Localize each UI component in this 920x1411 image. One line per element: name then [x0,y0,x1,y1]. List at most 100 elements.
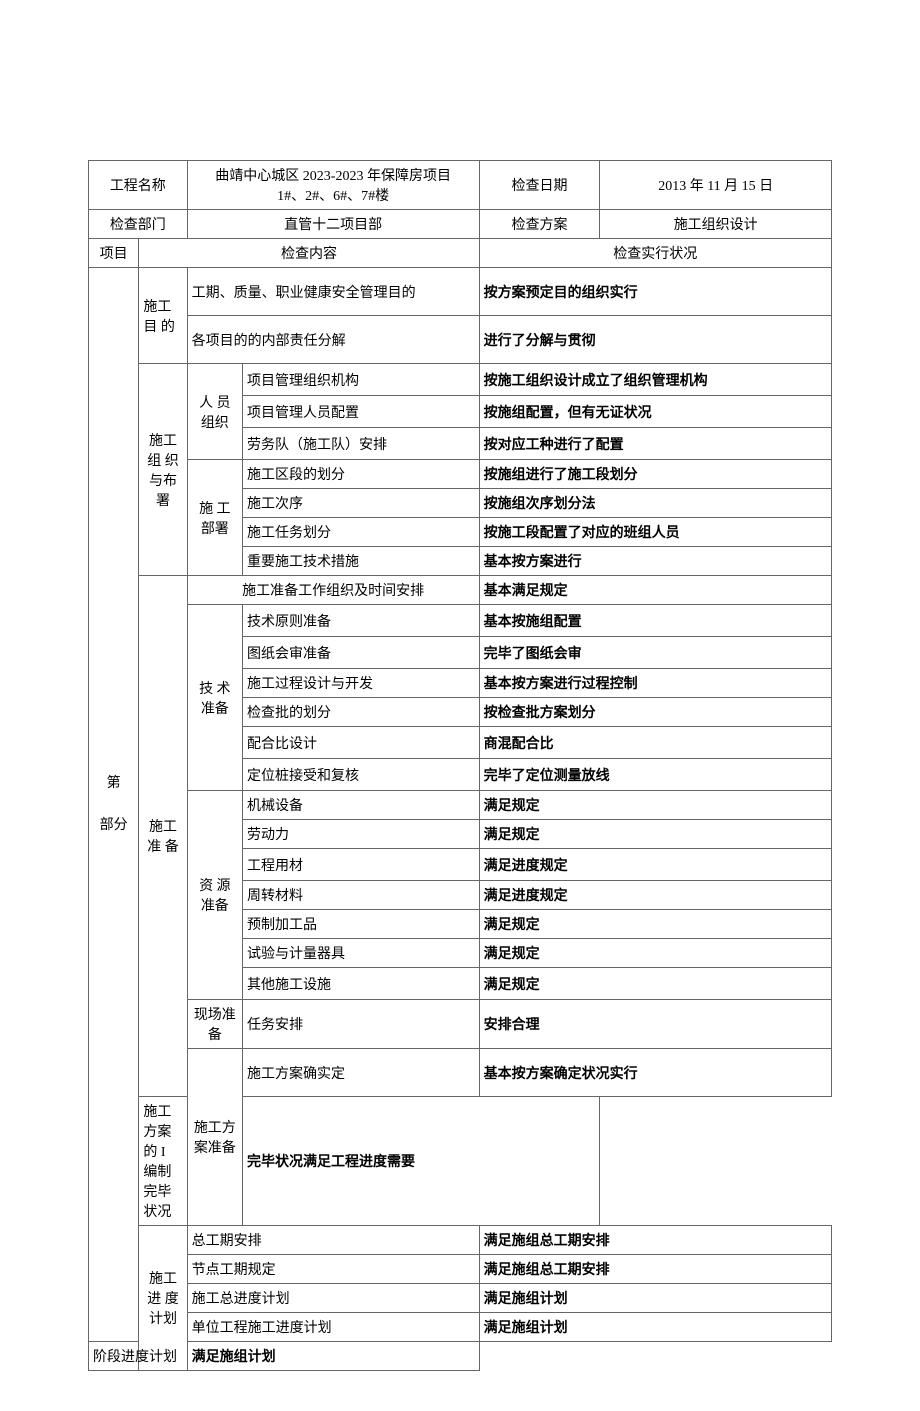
subsection-label: 施工组 织与布 署 [139,364,187,576]
content-cell: 施工过程设计与开发 [243,669,480,698]
content-cell: 劳务队（施工队）安排 [243,428,480,460]
status-cell: 按施组进行了施工段划分 [479,460,831,489]
check-content-label: 检查内容 [139,239,479,268]
check-plan-value: 施工组织设计 [600,210,832,239]
content-cell: 节点工期规定 [187,1255,479,1284]
table-row: 施工准 备 施工准备工作组织及时间安排 基本满足规定 [89,576,832,605]
status-cell: 进行了分解与贯彻 [479,316,831,364]
status-cell: 满足施组总工期安排 [479,1255,831,1284]
table-row: 各项目的的内部责任分解 进行了分解与贯彻 [89,316,832,364]
subsub-label: 技 术 准备 [187,605,242,791]
content-cell: 机械设备 [243,791,480,820]
status-cell: 按施工段配置了对应的班组人员 [479,518,831,547]
content-cell: 施工方案确实定 [243,1049,480,1097]
content-cell: 预制加工品 [243,910,480,939]
status-cell: 完毕了定位测量放线 [479,759,831,791]
header-row-3: 项目 检查内容 检查实行状况 [89,239,832,268]
content-cell: 任务安排 [243,1000,480,1049]
content-cell: 重要施工技术措施 [243,547,480,576]
content-cell: 周转材料 [243,881,480,910]
table-row: 施工方 案准备 施工方案确实定 基本按方案确定状况实行 [89,1049,832,1097]
project-name-label: 工程名称 [89,161,188,210]
check-dept-label: 检查部门 [89,210,188,239]
content-cell: 图纸会审准备 [243,637,480,669]
table-row: 施工总进度计划 满足施组计划 [89,1284,832,1313]
status-cell: 满足规定 [479,910,831,939]
header-row-1: 工程名称 曲靖中心城区 2023-2023 年保障房项目 1#、2#、6#、7#… [89,161,832,210]
header-row-2: 检查部门 直管十二项目部 检查方案 施工组织设计 [89,210,832,239]
content-cell: 施工次序 [243,489,480,518]
content-cell: 施工任务划分 [243,518,480,547]
content-cell: 工期、质量、职业健康安全管理目的 [187,268,479,316]
content-cell: 项目管理人员配置 [243,396,480,428]
content-cell: 劳动力 [243,820,480,849]
status-cell: 完毕了图纸会审 [479,637,831,669]
content-cell: 单位工程施工进度计划 [187,1313,479,1342]
status-cell: 基本满足规定 [479,576,831,605]
table-row: 技 术 准备 技术原则准备 基本按施组配置 [89,605,832,637]
subsub-label: 资 源 准备 [187,791,242,1000]
table-row: 资 源 准备 机械设备 满足规定 [89,791,832,820]
table-row: 第 部分 施工目 的 工期、质量、职业健康安全管理目的 按方案预定目的组织实行 [89,268,832,316]
content-cell: 其他施工设施 [243,968,480,1000]
project-name-value: 曲靖中心城区 2023-2023 年保障房项目 1#、2#、6#、7#楼 [187,161,479,210]
check-status-label: 检查实行状况 [479,239,831,268]
item-label: 项目 [89,239,139,268]
content-cell: 检查批的划分 [243,698,480,727]
table-row: 单位工程施工进度计划 满足施组计划 [89,1313,832,1342]
status-cell: 按施工组织设计成立了组织管理机构 [479,364,831,396]
status-cell: 基本按方案确定状况实行 [479,1049,831,1097]
status-cell: 满足施组总工期安排 [479,1226,831,1255]
content-cell: 阶段进度计划 [89,1342,188,1371]
content-cell: 技术原则准备 [243,605,480,637]
content-cell: 施工准备工作组织及时间安排 [187,576,479,605]
status-cell: 满足施组计划 [479,1313,831,1342]
status-cell: 满足进度规定 [479,849,831,881]
status-cell: 满足规定 [479,791,831,820]
content-cell: 试验与计量器具 [243,939,480,968]
check-dept-value: 直管十二项目部 [187,210,479,239]
status-cell: 按方案预定目的组织实行 [479,268,831,316]
subsub-label: 现场准 备 [187,1000,242,1049]
table-row: 现场准 备 任务安排 安排合理 [89,1000,832,1049]
status-cell: 按对应工种进行了配置 [479,428,831,460]
content-cell: 定位桩接受和复核 [243,759,480,791]
status-cell: 按施组次序划分法 [479,489,831,518]
status-cell: 按检查批方案划分 [479,698,831,727]
table-row: 施工组 织与布 署 人 员 组织 项目管理组织机构 按施工组织设计成立了组织管理… [89,364,832,396]
status-cell: 满足规定 [479,939,831,968]
status-cell: 安排合理 [479,1000,831,1049]
inspection-table: 工程名称 曲靖中心城区 2023-2023 年保障房项目 1#、2#、6#、7#… [88,160,832,1371]
status-cell: 满足规定 [479,968,831,1000]
content-cell: 施工方案的 I 编制完毕状况 [139,1097,187,1226]
table-row: 阶段进度计划 满足施组计划 [89,1342,832,1371]
content-cell: 配合比设计 [243,727,480,759]
content-cell: 施工总进度计划 [187,1284,479,1313]
table-row: 施 工 部署 施工区段的划分 按施组进行了施工段划分 [89,460,832,489]
subsub-label: 施工方 案准备 [187,1049,242,1226]
status-cell: 基本按施组配置 [479,605,831,637]
status-cell: 满足施组计划 [479,1284,831,1313]
content-cell: 工程用材 [243,849,480,881]
subsection-label: 施工准 备 [139,576,187,1097]
check-plan-label: 检查方案 [479,210,600,239]
status-cell: 按施组配置，但有无证状况 [479,396,831,428]
subsub-label: 施 工 部署 [187,460,242,576]
content-cell: 总工期安排 [187,1226,479,1255]
status-cell: 完毕状况满足工程进度需要 [243,1097,600,1226]
subsub-label: 人 员 组织 [187,364,242,460]
status-cell: 基本按方案进行过程控制 [479,669,831,698]
section-label: 第 部分 [89,268,139,1342]
table-row: 施工进 度计划 总工期安排 满足施组总工期安排 [89,1226,832,1255]
content-cell: 各项目的的内部责任分解 [187,316,479,364]
content-cell: 施工区段的划分 [243,460,480,489]
status-cell: 商混配合比 [479,727,831,759]
check-date-label: 检查日期 [479,161,600,210]
status-cell: 基本按方案进行 [479,547,831,576]
status-cell: 满足施组计划 [187,1342,479,1371]
table-row: 节点工期规定 满足施组总工期安排 [89,1255,832,1284]
status-cell: 满足规定 [479,820,831,849]
status-cell: 满足进度规定 [479,881,831,910]
content-cell: 项目管理组织机构 [243,364,480,396]
subsection-label: 施工目 的 [139,268,187,364]
